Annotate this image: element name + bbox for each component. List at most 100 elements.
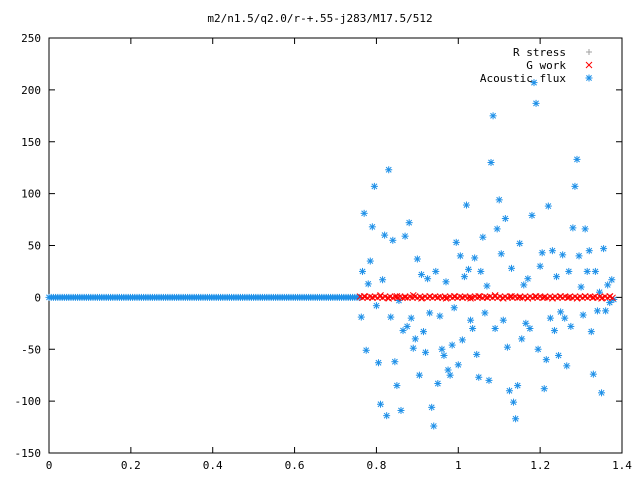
acoustic-flux-point <box>550 327 558 335</box>
acoustic-flux-point <box>503 343 511 351</box>
acoustic-flux-point <box>473 350 481 358</box>
acoustic-flux-point <box>393 382 401 390</box>
acoustic-flux-point <box>557 308 565 316</box>
g-work-point <box>450 292 458 300</box>
y-tick-label: 50 <box>28 240 41 253</box>
acoustic-flux-point <box>397 406 405 414</box>
x-tick-label: 0 <box>46 459 53 472</box>
acoustic-flux-point <box>432 267 440 275</box>
acoustic-flux-point <box>401 232 409 240</box>
acoustic-flux-point <box>417 271 425 279</box>
acoustic-flux-point <box>534 345 542 353</box>
acoustic-flux-point <box>377 400 385 408</box>
acoustic-flux-point <box>587 328 595 336</box>
acoustic-flux-point <box>575 252 583 260</box>
acoustic-flux-point <box>593 307 601 315</box>
acoustic-flux-point <box>577 283 585 291</box>
acoustic-flux-point <box>436 312 444 320</box>
acoustic-flux-point <box>428 403 436 411</box>
g-work-point <box>409 291 417 299</box>
g-work-point <box>426 292 433 300</box>
acoustic-flux-point <box>424 275 432 283</box>
acoustic-flux-point <box>471 254 479 262</box>
acoustic-flux-point <box>516 239 524 247</box>
acoustic-flux-point <box>567 322 575 330</box>
acoustic-flux-point <box>469 325 477 332</box>
acoustic-flux-point <box>387 313 395 321</box>
acoustic-flux-point <box>510 398 518 406</box>
g-work-point <box>368 294 376 301</box>
acoustic-flux-point <box>460 273 468 281</box>
g-work-point <box>459 294 466 301</box>
acoustic-flux-point <box>536 262 544 270</box>
acoustic-flux-point <box>561 314 569 322</box>
g-work-point <box>418 295 425 302</box>
acoustic-flux-point <box>381 231 389 239</box>
acoustic-flux-point <box>606 299 614 307</box>
acoustic-flux-point <box>419 328 427 336</box>
y-tick-label: 250 <box>21 32 41 45</box>
y-tick-label: 100 <box>21 188 41 201</box>
acoustic-flux-point <box>357 313 365 321</box>
g-work-point <box>475 292 483 300</box>
legend-marker <box>585 74 593 82</box>
acoustic-flux-point <box>366 257 374 265</box>
acoustic-flux-point <box>452 238 460 246</box>
g-work-point <box>532 292 540 300</box>
legend-label: G work <box>526 59 566 72</box>
g-work-point <box>442 295 450 302</box>
acoustic-flux-point <box>528 211 536 219</box>
acoustic-flux-point <box>608 276 616 284</box>
acoustic-flux-point <box>456 252 464 260</box>
x-tick-label: 1.4 <box>612 459 632 472</box>
acoustic-flux-point <box>485 376 493 384</box>
acoustic-flux-point <box>442 278 450 286</box>
acoustic-flux-point <box>581 225 589 233</box>
acoustic-flux-point <box>542 356 550 364</box>
g-work-point <box>581 292 589 300</box>
acoustic-flux-point <box>403 322 411 330</box>
y-tick-label: -100 <box>15 395 42 408</box>
g-work-point <box>508 292 515 300</box>
acoustic-flux-point <box>573 155 581 163</box>
g-work-point <box>434 294 442 301</box>
acoustic-flux-point <box>493 225 501 233</box>
acoustic-flux-point <box>518 335 526 343</box>
acoustic-flux-point <box>391 358 399 366</box>
acoustic-flux-point <box>544 202 552 210</box>
acoustic-flux-point <box>524 275 532 283</box>
acoustic-flux-point <box>389 236 397 244</box>
acoustic-flux-point <box>491 325 499 332</box>
acoustic-flux-point <box>481 309 489 317</box>
acoustic-flux-point <box>458 336 466 344</box>
acoustic-flux-point <box>426 309 434 317</box>
g-work-point <box>598 295 605 302</box>
y-tick-label: 150 <box>21 136 41 149</box>
acoustic-flux-point <box>600 245 608 253</box>
acoustic-flux-point <box>362 346 370 354</box>
acoustic-flux-point <box>602 307 610 315</box>
acoustic-flux-point <box>589 370 597 378</box>
acoustic-flux-point <box>440 351 448 359</box>
x-axis-ticks: 0 0.2 0.4 0.6 0.8 1 1.2 1.4 <box>46 38 632 472</box>
acoustic-flux-point <box>475 373 483 381</box>
acoustic-flux-point <box>477 267 485 275</box>
acoustic-flux-point <box>372 302 380 310</box>
acoustic-flux-point <box>526 325 534 332</box>
acoustic-flux-point <box>604 281 612 289</box>
acoustic-flux-point <box>598 389 606 397</box>
acoustic-flux-point <box>583 267 591 275</box>
acoustic-flux-point <box>413 255 421 263</box>
acoustic-flux-point <box>359 267 367 275</box>
acoustic-flux-point <box>520 281 528 289</box>
g-work-point <box>524 295 532 302</box>
acoustic-flux-point <box>422 348 430 356</box>
g-work-point <box>401 294 409 301</box>
acoustic-flux-point <box>585 247 593 255</box>
acoustic-flux-point <box>479 233 487 241</box>
g-work-point <box>467 295 474 302</box>
g-work-point <box>377 291 384 299</box>
acoustic-flux-point <box>374 359 382 367</box>
acoustic-flux-point <box>514 382 522 390</box>
g-work-point <box>491 291 499 299</box>
